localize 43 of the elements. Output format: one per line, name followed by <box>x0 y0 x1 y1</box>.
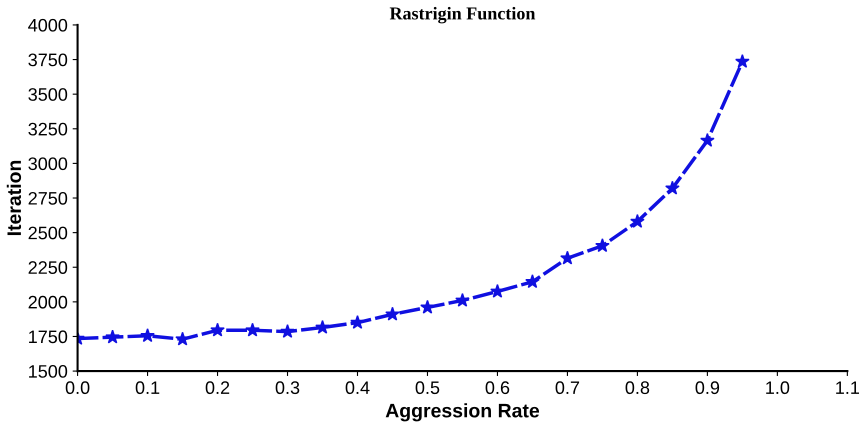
x-tick-label: 0.7 <box>556 381 580 394</box>
y-tick-label: 3250 <box>28 122 68 136</box>
point <box>630 214 645 228</box>
point <box>735 54 750 68</box>
x-tick-label: 1.1 <box>836 381 860 394</box>
point <box>350 314 365 329</box>
point <box>385 306 400 321</box>
point <box>595 238 610 252</box>
y-tick-label: 3500 <box>28 88 68 101</box>
x-tick-label: 0.1 <box>136 381 160 394</box>
y-tick-label: 4000 <box>28 18 68 32</box>
point <box>280 324 295 338</box>
x-tick-label: 0.6 <box>486 381 510 394</box>
x-tick-label: 0.2 <box>206 381 230 394</box>
point <box>245 322 260 337</box>
x-tick-label: 0.3 <box>276 381 300 394</box>
point <box>105 330 120 344</box>
point <box>315 320 330 334</box>
y-tick-label: 2500 <box>28 226 68 240</box>
y-tick-label: 2250 <box>28 261 68 274</box>
point <box>455 292 470 307</box>
y-tick-label: 2000 <box>28 296 68 309</box>
y-tick-label: 1500 <box>29 365 68 378</box>
x-tick-label: 1.0 <box>766 381 790 394</box>
y-tick-label: 1750 <box>29 330 68 344</box>
y-tick-label: 3750 <box>28 53 68 66</box>
point <box>525 274 540 288</box>
point <box>420 300 435 314</box>
y-tick-label: 3000 <box>28 157 68 170</box>
point <box>175 332 190 346</box>
x-tick-label: 0.5 <box>416 381 440 394</box>
y-axis-title: Iteration <box>6 160 22 236</box>
x-tick-label: 0.0 <box>66 381 90 394</box>
y-tick-label: 2750 <box>28 192 68 205</box>
point <box>210 322 225 337</box>
x-tick-label: 0.9 <box>696 381 720 394</box>
x-tick-label: 0.4 <box>346 381 370 394</box>
point <box>140 328 155 342</box>
x-axis-title: Aggression Rate <box>386 403 540 422</box>
x-tick-label: 0.8 <box>626 381 650 394</box>
chart-title: Rastrigin Function <box>390 6 536 24</box>
point <box>700 132 715 147</box>
point <box>665 180 680 195</box>
